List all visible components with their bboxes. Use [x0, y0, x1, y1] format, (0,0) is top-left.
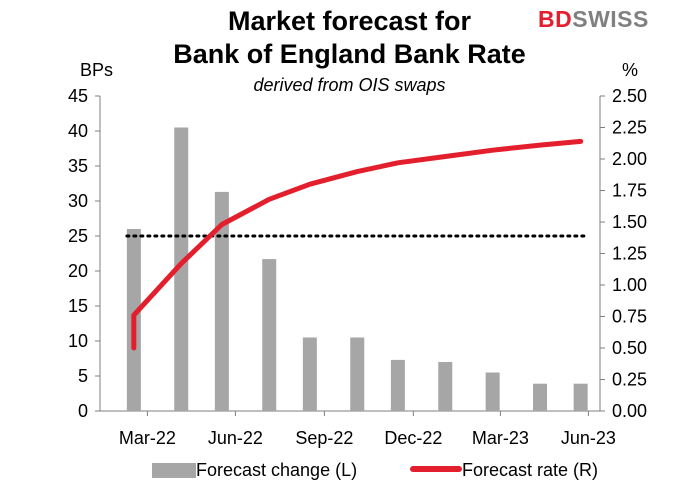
right-axis-unit: % — [622, 60, 639, 80]
legend-label-line: Forecast rate (R) — [462, 460, 599, 480]
x-tick-label: Mar-23 — [472, 428, 529, 448]
right-tick-label: 2.50 — [612, 86, 647, 106]
x-tick-label: Jun-23 — [561, 428, 616, 448]
bar — [390, 359, 405, 411]
left-tick-label: 0 — [78, 401, 88, 421]
bar — [262, 259, 277, 411]
left-tick-label: 25 — [68, 226, 88, 246]
bar — [174, 127, 189, 411]
right-tick-label: 1.50 — [612, 212, 647, 232]
right-tick-label: 2.25 — [612, 118, 647, 138]
right-tick-label: 1.00 — [612, 275, 647, 295]
brand-logo-part2: SWISS — [572, 6, 649, 32]
left-tick-label: 45 — [68, 86, 88, 106]
left-tick-label: 30 — [68, 191, 88, 211]
legend-label-bars: Forecast change (L) — [196, 460, 358, 480]
left-tick-label: 40 — [68, 121, 88, 141]
legend-swatch-bars — [152, 463, 196, 478]
left-tick-label: 15 — [68, 296, 88, 316]
x-tick-label: Mar-22 — [119, 428, 176, 448]
right-tick-label: 0.25 — [612, 370, 647, 390]
right-tick-label: 2.00 — [612, 149, 647, 169]
brand-logo: BDSWISS — [538, 6, 649, 33]
x-tick-label: Sep-22 — [295, 428, 353, 448]
bar — [302, 337, 317, 411]
right-tick-label: 0.75 — [612, 307, 647, 327]
bar — [350, 337, 365, 411]
left-tick-label: 20 — [68, 261, 88, 281]
left-tick-label: 10 — [68, 331, 88, 351]
right-tick-label: 1.25 — [612, 244, 647, 264]
right-tick-label: 1.75 — [612, 181, 647, 201]
bar — [485, 372, 500, 411]
left-tick-label: 35 — [68, 156, 88, 176]
chart-title-line1: Market forecast for — [227, 6, 472, 36]
legend-swatch-line — [410, 466, 462, 472]
bar — [438, 362, 453, 411]
left-axis-unit: BPs — [80, 60, 114, 80]
left-tick-label: 5 — [78, 366, 88, 386]
right-tick-label: 0.00 — [612, 401, 647, 421]
forecast-rate-line — [131, 138, 584, 351]
bar — [573, 383, 588, 411]
legend-item-line: Forecast rate (R) — [410, 460, 598, 481]
bar — [533, 383, 548, 411]
x-tick-label: Jun-22 — [208, 428, 263, 448]
chart-title-line2: Bank of England Bank Rate — [173, 39, 526, 69]
chart-subtitle: derived from OIS swaps — [253, 75, 446, 95]
x-tick-label: Dec-22 — [384, 428, 442, 448]
brand-logo-part1: BD — [538, 6, 573, 32]
legend-item-bars: Forecast change (L) — [152, 460, 357, 481]
right-tick-label: 0.50 — [612, 338, 647, 358]
bar — [214, 191, 229, 411]
